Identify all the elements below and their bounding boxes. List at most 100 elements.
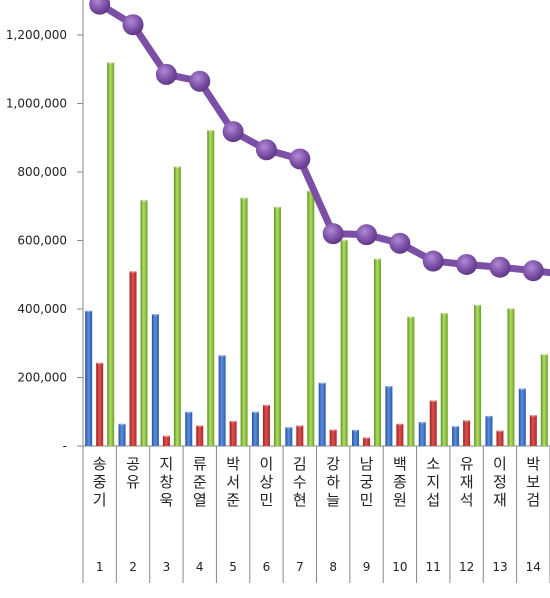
bar-blue [318,382,326,446]
bar-blue-cap [485,414,493,418]
y-axis-ticks: - 200,000 400,000 600,000 800,000 1,000,000 1,… [6,28,83,453]
bar-red [329,429,337,446]
line-marker [322,223,344,245]
line-marker [189,70,211,92]
bar-red-cap [129,269,137,273]
bar-red [196,425,204,446]
rank-label: 2 [129,560,137,574]
rank-label: 8 [329,560,337,574]
bar-red [162,435,170,446]
y-tick-label: 1,200,000 [6,28,67,42]
line-marker [289,148,311,170]
bar-green [440,313,448,446]
bar-blue [285,427,293,446]
y-tick-label: - [63,439,67,453]
bar-red [262,404,270,446]
bar-blue-cap [452,424,460,428]
bar-green-cap [107,60,115,64]
line-marker [389,232,411,254]
bar-green-cap [440,311,448,315]
bar-green [407,316,415,446]
bar-blue [352,429,360,446]
bar-red [96,362,104,446]
bar-green [107,62,115,446]
line-marker [522,260,544,282]
rank-labels: 1 2 3 4 5 6 7 8 9 10 11 12 13 14 [96,560,541,574]
bar-blue [151,314,159,446]
rank-label: 4 [196,560,204,574]
bar-red [396,423,404,446]
bar-green-cap [140,198,148,202]
rank-label: 1 [96,560,104,574]
bar-blue-cap [151,312,159,316]
bar-red [129,271,137,446]
bar-blue-cap [118,422,126,426]
bar-green [173,166,181,446]
bar-green-cap [474,303,482,307]
bar-blue-cap [318,381,326,385]
bar-red [429,400,437,446]
rank-label: 5 [229,560,237,574]
bar-blue [218,355,226,446]
bar-green [474,304,482,446]
bar-red-cap [363,435,371,440]
bar-green [507,308,515,446]
bar-red [296,425,304,446]
bar-blue-cap [518,386,526,391]
bar-blue-cap [385,384,393,388]
bar-blue-cap [352,428,360,432]
bar-green-cap [540,352,548,356]
rank-label: 11 [426,560,441,574]
bar-red-cap [429,398,437,403]
bar-blue-cap [218,353,226,357]
bar-red [229,420,237,446]
rank-label: 6 [263,560,271,574]
y-tick-label: 800,000 [17,165,67,179]
bar-red [529,415,537,446]
category-labels: 송 중 기 공 유 지 창 욱 류 준 열 박 서 준 이 상 민 김 수 현 강 하 늘 남 궁 민 백 종 원 소 지 섭 유 재 석 이 정 재 박 보… [93,455,541,509]
bar-blue-cap [185,410,193,414]
bar-green-cap [374,257,382,261]
bar-blue-cap [85,309,93,313]
line-marker [422,250,444,272]
bars [85,60,548,446]
bar-green-cap [507,306,515,310]
bar-red-cap [396,422,404,426]
bar-green-cap [240,196,248,200]
line-marker [255,139,277,161]
bar-green [374,258,382,446]
bar-blue [185,411,193,446]
bar-green [273,206,281,446]
bar-blue [485,415,493,446]
bar-red-cap [496,428,504,433]
y-tick-label: 1,000,000 [6,97,67,111]
bar-blue-cap [418,420,426,424]
bar-blue [118,423,126,446]
y-tick-label: 200,000 [17,371,67,385]
bar-red-cap [262,403,270,407]
bar-green-cap [273,205,281,209]
line-marker [222,121,244,143]
rank-label: 7 [296,560,304,574]
bar-green-cap [340,238,348,242]
rank-label: 3 [163,560,171,574]
bar-red-cap [463,418,471,422]
line-series [89,0,550,282]
bar-green [307,190,315,446]
bar-red-cap [296,423,304,428]
